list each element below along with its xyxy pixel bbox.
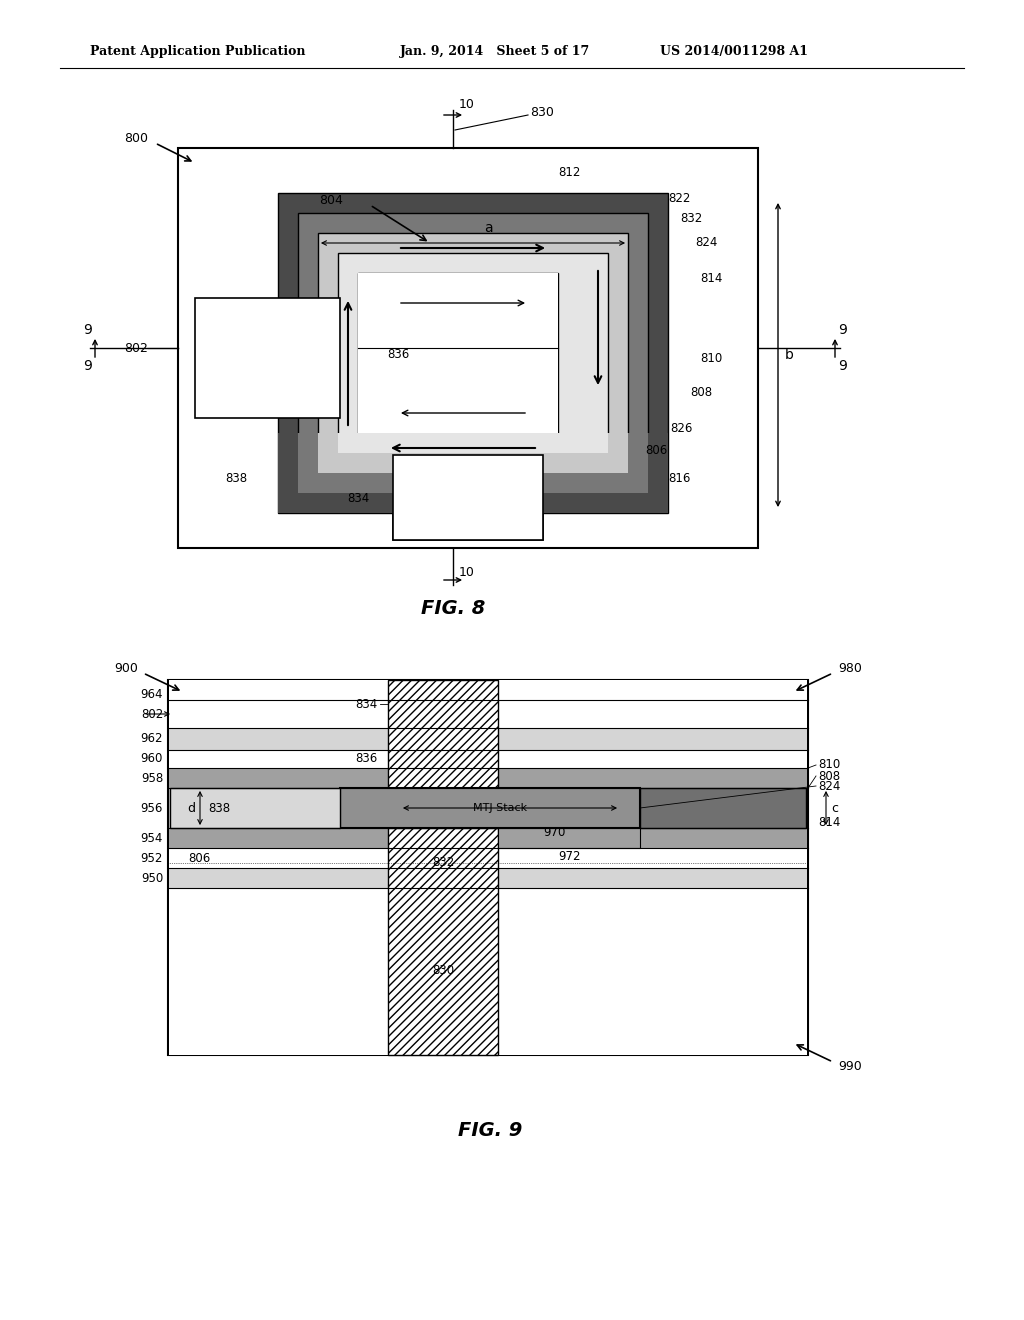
Bar [388, 828, 498, 1055]
Text: 954: 954 [140, 832, 163, 845]
Text: a: a [483, 220, 493, 235]
Bar [388, 680, 498, 788]
Bar [358, 273, 558, 433]
Bar [640, 788, 806, 828]
Bar [169, 888, 807, 1055]
Text: 832: 832 [680, 211, 702, 224]
Bar [340, 788, 640, 828]
Bar [170, 788, 340, 828]
Bar [358, 273, 558, 433]
Text: 816: 816 [668, 471, 690, 484]
Text: US 2014/0011298 A1: US 2014/0011298 A1 [660, 45, 808, 58]
Bar [169, 750, 807, 768]
Bar [393, 455, 543, 540]
Bar [169, 828, 807, 847]
Text: 824: 824 [818, 780, 841, 792]
Bar [178, 148, 758, 548]
Text: 950: 950 [140, 871, 163, 884]
Text: 830: 830 [432, 965, 454, 978]
Text: FIG. 9: FIG. 9 [458, 1121, 522, 1139]
Text: 10: 10 [459, 565, 475, 578]
Text: 838: 838 [225, 471, 247, 484]
Text: 952: 952 [140, 851, 163, 865]
Bar [169, 700, 807, 729]
Text: 900: 900 [114, 661, 138, 675]
Text: 9: 9 [839, 359, 848, 374]
Bar [169, 768, 807, 788]
Bar [278, 433, 668, 513]
Text: 990: 990 [838, 1060, 862, 1073]
Text: Jan. 9, 2014   Sheet 5 of 17: Jan. 9, 2014 Sheet 5 of 17 [400, 45, 590, 58]
Text: 964: 964 [140, 689, 163, 701]
Bar [498, 828, 640, 847]
Text: 806: 806 [188, 851, 210, 865]
Bar [298, 433, 648, 492]
Text: c: c [831, 801, 838, 814]
Text: 832: 832 [432, 857, 454, 870]
Text: 972: 972 [558, 850, 581, 862]
Text: 960: 960 [140, 752, 163, 766]
Text: 802: 802 [140, 708, 163, 721]
Text: 980: 980 [838, 661, 862, 675]
Bar [338, 433, 608, 453]
Bar [298, 213, 648, 492]
Text: 9: 9 [839, 323, 848, 337]
Text: 834: 834 [347, 491, 370, 504]
Text: Patent Application Publication: Patent Application Publication [90, 45, 305, 58]
Bar [368, 282, 548, 422]
Bar [169, 788, 807, 828]
Text: 806: 806 [645, 444, 668, 457]
Text: 958: 958 [140, 771, 163, 784]
Text: b: b [785, 348, 794, 362]
Bar [169, 847, 807, 869]
Text: 10: 10 [459, 99, 475, 111]
Text: MTJ Stack: MTJ Stack [473, 803, 527, 813]
Text: 9: 9 [84, 323, 92, 337]
Bar [278, 193, 668, 513]
Bar [318, 234, 628, 473]
Text: 956: 956 [140, 801, 163, 814]
Text: 970: 970 [543, 826, 565, 840]
Text: 826: 826 [670, 421, 692, 434]
Bar [169, 729, 807, 750]
Bar [393, 455, 543, 540]
Bar [318, 433, 628, 473]
Text: 808: 808 [690, 387, 712, 400]
Text: 824: 824 [695, 236, 718, 249]
Text: 822: 822 [668, 191, 690, 205]
Text: FIG. 8: FIG. 8 [421, 598, 485, 618]
Text: 9: 9 [84, 359, 92, 374]
Text: 962: 962 [140, 733, 163, 746]
Text: 838: 838 [208, 801, 230, 814]
Text: d: d [187, 801, 195, 814]
Text: 834: 834 [355, 697, 378, 710]
Text: 810: 810 [818, 759, 841, 771]
Bar [338, 253, 608, 453]
Bar [168, 680, 808, 1055]
Text: 814: 814 [700, 272, 722, 285]
Text: 836: 836 [355, 752, 378, 766]
Text: 808: 808 [818, 770, 840, 783]
Text: 800: 800 [124, 132, 148, 144]
Bar [169, 869, 807, 888]
Text: 802: 802 [124, 342, 148, 355]
Text: 810: 810 [700, 351, 722, 364]
Text: 814: 814 [818, 817, 841, 829]
Bar [169, 680, 807, 700]
Text: 836: 836 [387, 348, 410, 362]
Text: 812: 812 [558, 166, 581, 180]
Text: 830: 830 [530, 106, 554, 119]
Bar [195, 298, 340, 418]
Text: 804: 804 [319, 194, 343, 206]
